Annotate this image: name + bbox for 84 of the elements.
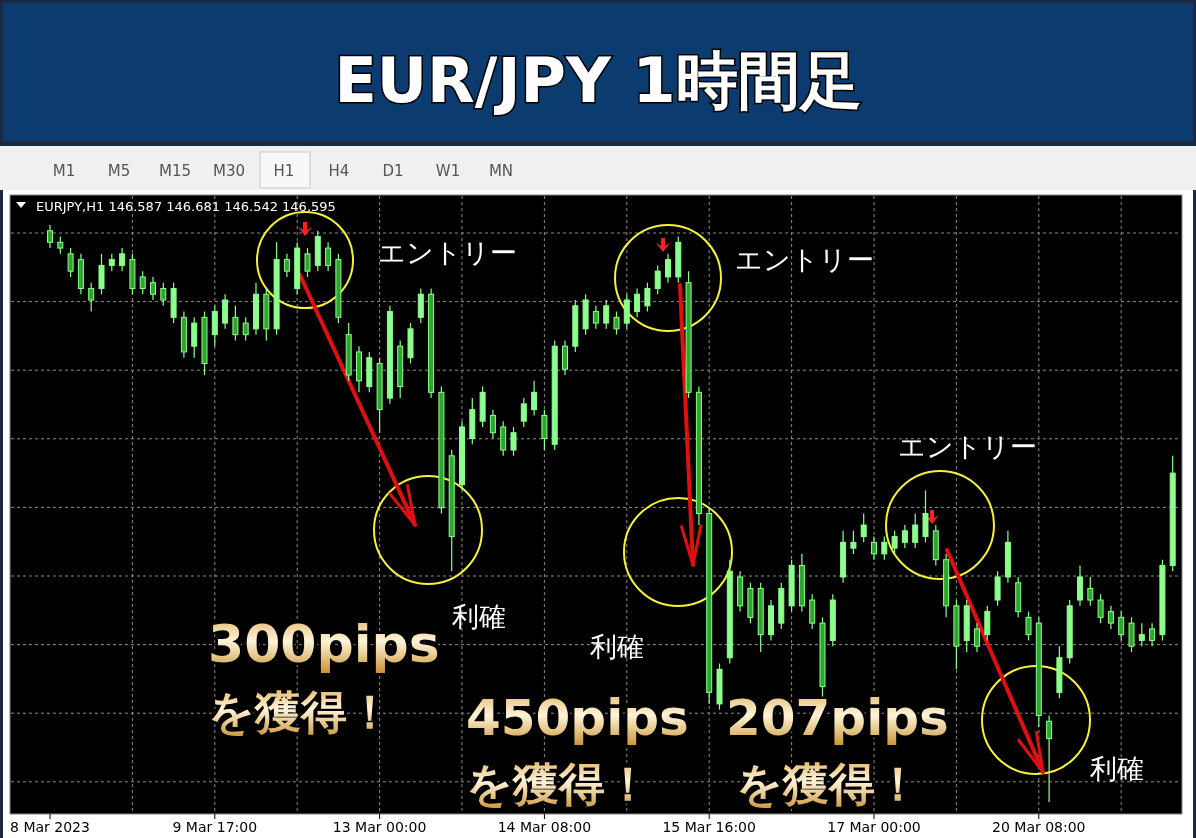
candlestick [881, 535, 888, 561]
candlestick [541, 409, 548, 451]
candlestick [304, 247, 311, 278]
candlestick [500, 420, 507, 457]
candlestick [623, 293, 630, 330]
chart-subtitle: EURJPY,H1 146.587 146.681 146.542 146.595 [36, 199, 336, 214]
annotation: 利確 [452, 601, 506, 632]
annotation: エントリー [378, 237, 517, 268]
candlestick [232, 305, 239, 341]
annotation: 利確 [1090, 753, 1144, 784]
candlestick [809, 593, 816, 630]
candlestick [891, 530, 898, 555]
candlestick [88, 282, 95, 313]
x-tick-label: 9 Mar 17:00 [172, 819, 258, 835]
candlestick [603, 299, 610, 330]
candlestick [1077, 564, 1083, 607]
annotation: エントリー [735, 244, 874, 275]
candlestick [417, 287, 424, 324]
candlestick [974, 622, 980, 653]
candlestick [984, 605, 991, 642]
annotation: を獲得！ [208, 685, 393, 739]
annotation: 300pips [208, 614, 440, 674]
candlestick [922, 489, 929, 543]
candlestick [1128, 616, 1135, 653]
candlestick [150, 276, 156, 301]
candlestick [1149, 622, 1156, 647]
annotation: エントリー [898, 431, 1037, 462]
text: W1 [435, 162, 461, 180]
candlestick [1025, 610, 1032, 642]
annotation: 利確 [590, 631, 644, 662]
candlestick [510, 426, 517, 457]
candlestick [860, 512, 867, 543]
candlestick [562, 339, 568, 376]
candlestick [592, 305, 599, 330]
chart-title: EUR/JPY 1時間足 [334, 44, 862, 117]
x-tick-label: 15 Mar 16:00 [662, 819, 756, 835]
candlestick [211, 305, 218, 347]
annotation: 450pips [466, 689, 689, 747]
candlestick [222, 293, 229, 330]
candlestick [242, 316, 249, 341]
text: D1 [382, 162, 404, 180]
text: H4 [328, 162, 350, 180]
candlestick [98, 253, 105, 295]
annotation: を獲得！ [466, 757, 651, 811]
candlestick [654, 264, 661, 295]
text: M1 [52, 162, 76, 180]
candlestick [613, 310, 620, 336]
candlestick [871, 535, 877, 561]
text: M5 [107, 162, 131, 180]
text: MN [488, 162, 514, 180]
annotation: を獲得！ [736, 757, 921, 811]
text: H1 [273, 162, 295, 180]
candlestick [1118, 610, 1125, 642]
annotation: 207pips [726, 689, 949, 747]
candlestick [520, 397, 527, 428]
text: M30 [212, 162, 246, 180]
candlestick [912, 512, 919, 549]
x-tick-label: 20 Mar 08:00 [992, 819, 1086, 835]
text: M15 [158, 162, 192, 180]
candlestick [1138, 622, 1145, 647]
candlestick [644, 282, 651, 313]
candlestick [325, 241, 332, 272]
candlestick [901, 524, 908, 549]
candlestick [139, 270, 146, 295]
candlestick [1097, 593, 1104, 624]
candlestick [1087, 576, 1094, 607]
candlestick [1107, 605, 1114, 630]
candlestick [47, 224, 53, 249]
candlestick [665, 253, 671, 284]
candlestick [994, 570, 1001, 607]
x-tick-label: 13 Mar 00:00 [332, 819, 427, 835]
x-tick-label: 14 Mar 08:00 [497, 819, 592, 835]
candlestick [191, 316, 198, 359]
candlestick [850, 530, 857, 555]
candlestick [67, 247, 74, 278]
x-tick-label: 8 Mar 2023 [10, 819, 90, 835]
candlestick [160, 282, 167, 307]
candlestick [283, 253, 290, 278]
candlestick [119, 247, 126, 272]
candlestick [489, 409, 496, 440]
candlestick [531, 380, 538, 417]
candlestick [634, 287, 641, 318]
x-tick-label: 17 Mar 00:00 [827, 819, 921, 835]
candlestick [1046, 714, 1053, 803]
